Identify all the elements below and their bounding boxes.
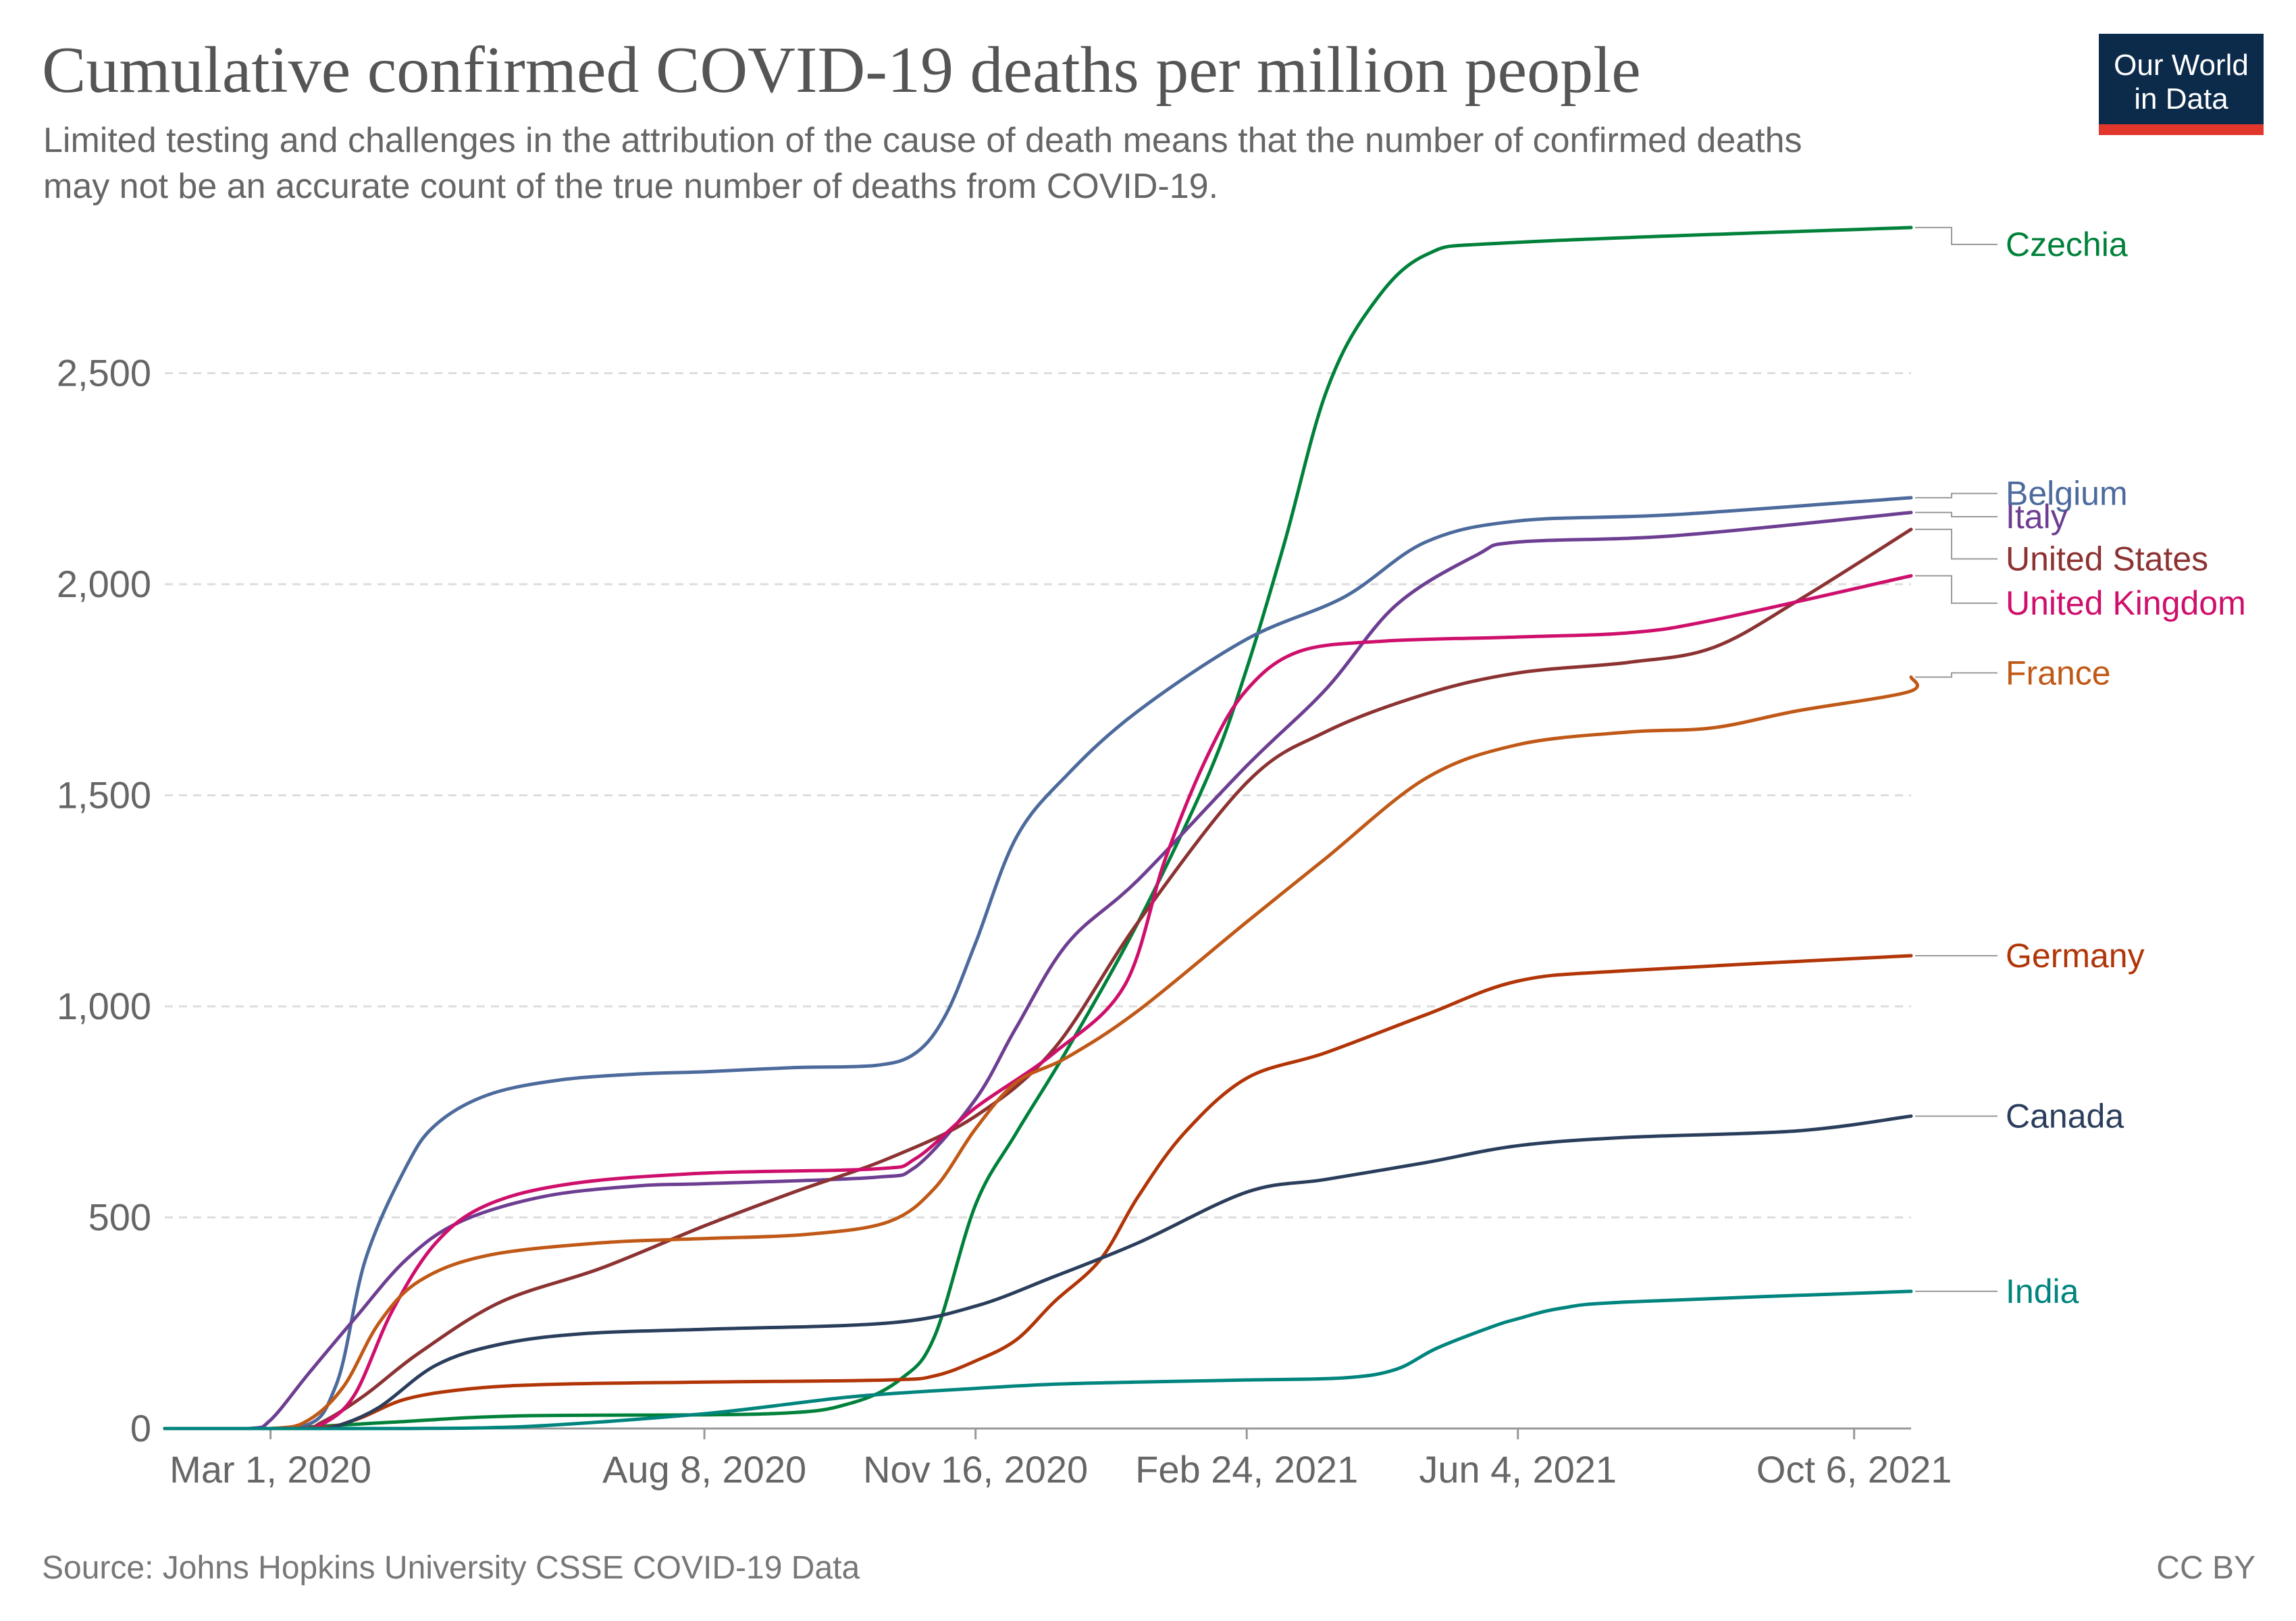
y-tick-label: 1,500 [57,774,151,817]
y-tick-label: 500 [88,1196,151,1239]
series-label-france: France [2006,654,2111,692]
series-label-connector [1915,228,1998,245]
series-line-germany [165,956,1911,1429]
series-label-connector [1915,576,1998,604]
y-tick-label: 2,500 [57,352,151,394]
axes: 0 500 1,000 1,500 2,000 2,500 Mar 1, 2020 Aug 8… [57,352,1952,1491]
series-label-united-states: United States [2006,540,2208,578]
series-line-czechia [165,228,1911,1429]
series-line-india [165,1291,1911,1429]
y-tick-label: 0 [130,1407,151,1449]
license-link[interactable]: CC BY [2156,1549,2255,1587]
series-lines [165,228,1917,1429]
series-label-connector [1915,494,1998,498]
series-label-connector [1915,513,1998,517]
series-line-canada [165,1116,1911,1429]
x-tick-label: Jun 4, 2021 [1419,1448,1617,1491]
x-tick-label: Nov 16, 2020 [863,1448,1088,1491]
series-label-canada: Canada [2006,1098,2124,1135]
series-label-czechia: Czechia [2006,226,2128,263]
series-line-united-states [165,530,1911,1429]
x-tick-label: Aug 8, 2020 [602,1448,806,1491]
series-label-united-kingdom: United Kingdom [2006,584,2246,622]
series-label-india: India [2006,1272,2079,1310]
series-label-germany: Germany [2006,937,2145,975]
series-line-belgium [165,498,1911,1429]
series-label-italy: Italy [2006,498,2068,536]
x-tick-label: Oct 6, 2021 [1756,1448,1952,1491]
source-note: Source: Johns Hopkins University CSSE CO… [42,1549,860,1587]
series-label-connector [1915,530,1998,559]
y-tick-label: 2,000 [57,563,151,605]
line-chart: 0 500 1,000 1,500 2,000 2,500 Mar 1, 2020 Aug 8… [0,0,2296,1621]
y-tick-label: 1,000 [57,985,151,1027]
x-tick-label: Feb 24, 2021 [1135,1448,1358,1491]
series-label-connector [1915,673,1998,677]
x-tick-label: Mar 1, 2020 [169,1448,371,1491]
gridlines [165,374,1911,1218]
